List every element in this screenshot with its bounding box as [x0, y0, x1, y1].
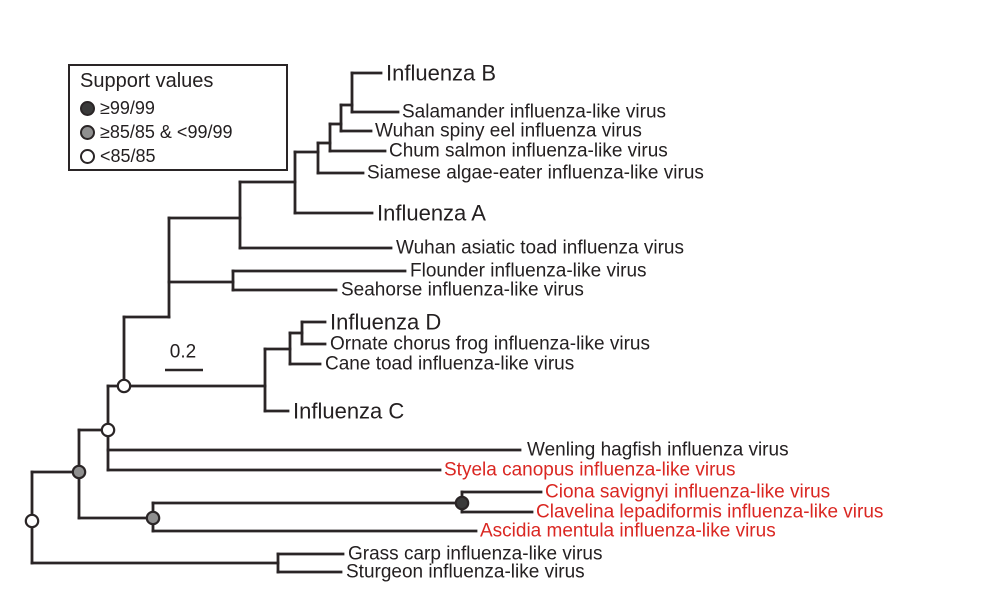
legend-title: Support values	[80, 70, 214, 92]
taxon-label: Seahorse influenza-like virus	[341, 280, 584, 301]
taxon-label: Ascidia mentula influenza-like virus	[480, 521, 776, 542]
taxon-label: Influenza D	[330, 310, 441, 335]
taxon-label: Wuhan asiatic toad influenza virus	[396, 238, 684, 259]
support-node-black	[454, 495, 470, 511]
legend-item-2: <85/85	[80, 144, 276, 168]
gray-circle-icon	[80, 124, 95, 140]
taxon-label: Wuhan spiny eel influenza virus	[375, 121, 642, 142]
taxon-label: Cane toad influenza-like virus	[325, 354, 574, 375]
taxon-label: Siamese algae-eater influenza-like virus	[367, 163, 704, 184]
taxon-label: Influenza C	[293, 399, 404, 424]
legend-box: Support values ≥99/99 ≥85/85 & <99/99 <85/…	[68, 64, 288, 171]
taxon-label: Chum salmon influenza-like virus	[389, 141, 668, 162]
taxon-label: Ciona savignyi influenza-like virus	[545, 482, 830, 503]
legend-item-1: ≥85/85 & <99/99	[80, 120, 276, 144]
legend-item-label: <85/85	[100, 146, 156, 166]
support-node-white	[24, 513, 40, 529]
legend-item-label: ≥99/99	[100, 98, 155, 118]
taxon-label: Flounder influenza-like virus	[410, 261, 647, 282]
open-circle-icon	[80, 148, 95, 164]
taxon-label: Wenling hagfish influenza virus	[527, 440, 789, 461]
taxon-label: Ornate chorus frog influenza-like virus	[330, 334, 650, 355]
legend-item-label: ≥85/85 & <99/99	[100, 122, 233, 142]
support-node-white	[116, 378, 132, 394]
support-node-white	[100, 422, 116, 438]
support-node-gray	[145, 510, 161, 526]
taxon-label: Clavelina lepadiformis influenza-like vi…	[536, 502, 883, 523]
taxon-label: Influenza A	[377, 201, 486, 226]
taxon-label: Styela canopus influenza-like virus	[444, 460, 736, 481]
support-node-gray	[71, 464, 87, 480]
taxon-label: Sturgeon influenza-like virus	[346, 562, 585, 583]
taxon-label: Grass carp influenza-like virus	[348, 544, 602, 565]
filled-circle-icon	[80, 100, 95, 116]
legend-item-0: ≥99/99	[80, 96, 276, 120]
taxon-label: Influenza B	[386, 61, 496, 86]
scale-bar-label: 0.2	[170, 342, 196, 363]
taxon-label: Salamander influenza-like virus	[402, 102, 666, 123]
